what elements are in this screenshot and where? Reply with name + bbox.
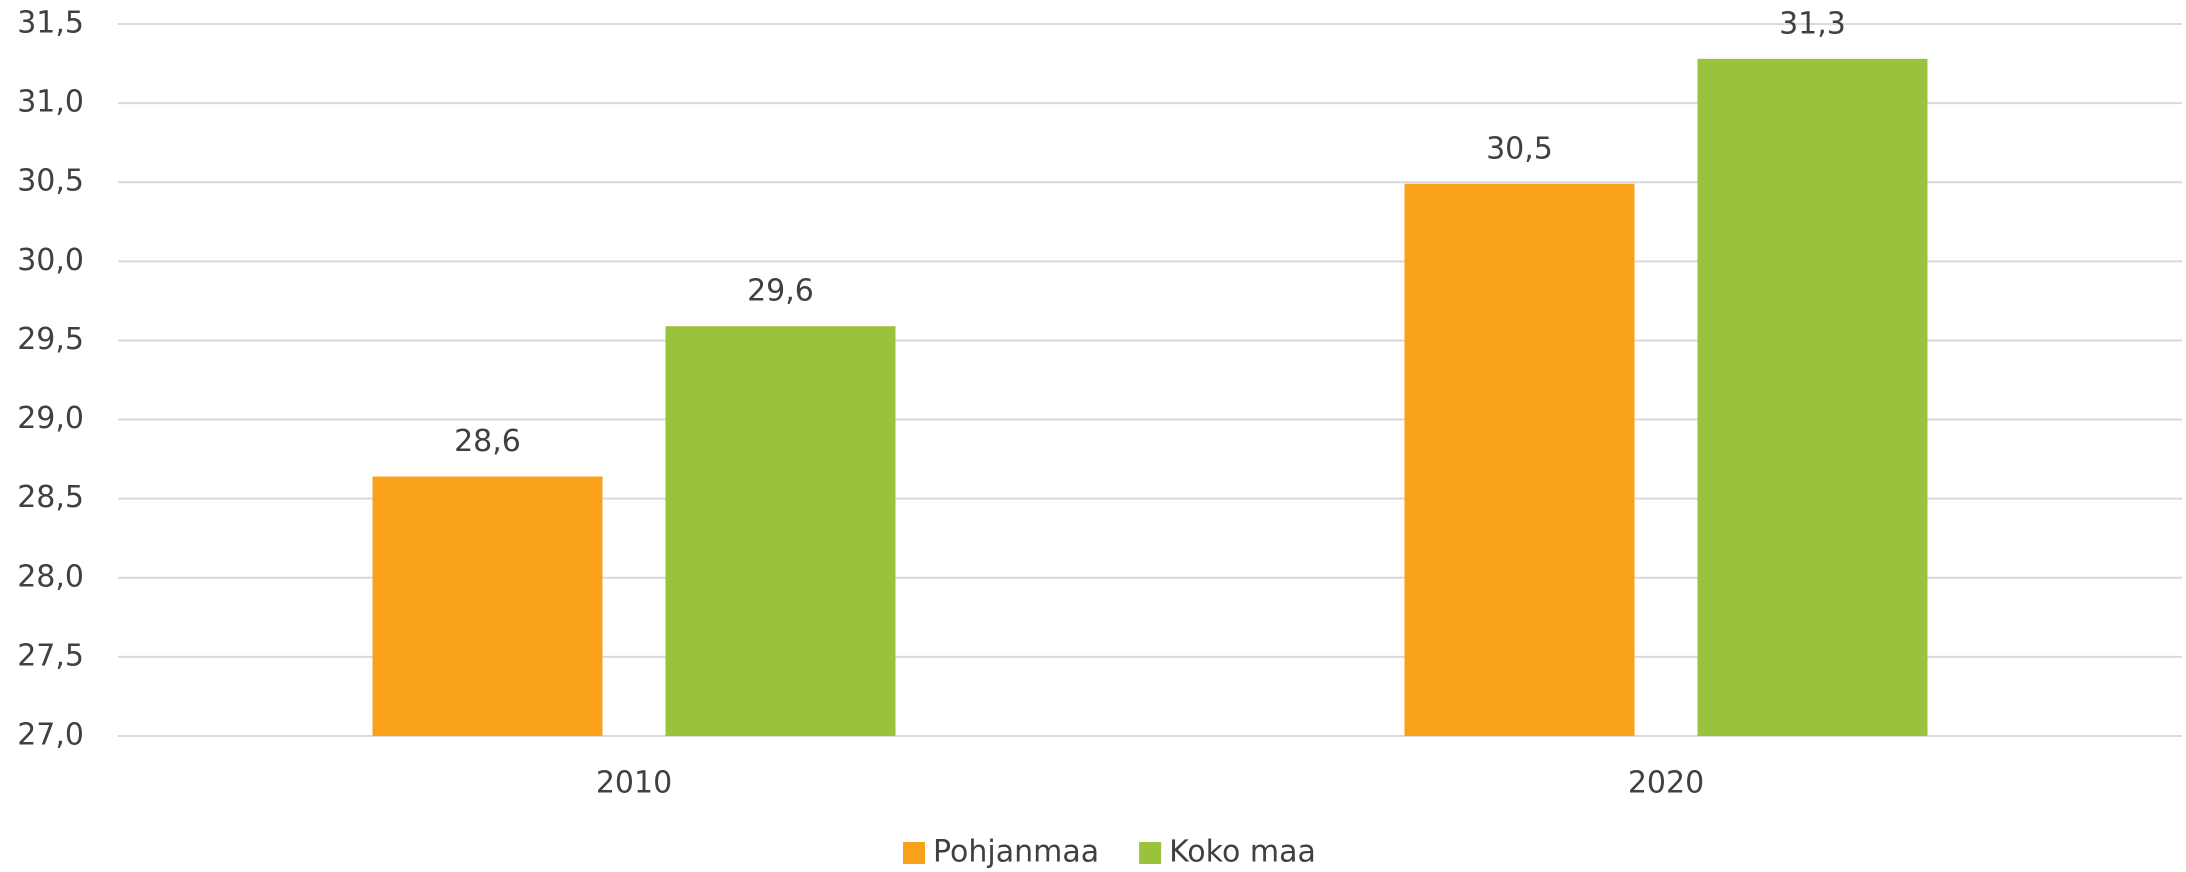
data-label: 29,6 (747, 274, 814, 309)
x-tick-label: 2010 (596, 766, 672, 801)
data-label: 30,5 (1486, 131, 1553, 166)
legend-label: Koko maa (1169, 835, 1316, 870)
x-tick-label: 2020 (1628, 766, 1704, 801)
legend-label: Pohjanmaa (933, 835, 1099, 870)
data-label: 28,6 (454, 424, 521, 459)
data-label: 31,3 (1779, 6, 1846, 41)
y-tick-label: 31,0 (17, 85, 84, 120)
y-tick-label: 27,0 (17, 718, 84, 753)
y-tick-label: 31,5 (17, 6, 84, 41)
y-tick-label: 28,5 (17, 480, 84, 515)
legend-swatch (903, 842, 925, 864)
bar (1404, 183, 1635, 736)
bar (1697, 58, 1928, 736)
y-tick-label: 27,5 (17, 638, 84, 673)
bar (372, 476, 603, 736)
bar (665, 326, 896, 736)
y-tick-label: 28,0 (17, 559, 84, 594)
y-tick-label: 29,0 (17, 401, 84, 436)
legend-swatch (1139, 842, 1162, 864)
y-tick-label: 30,0 (17, 243, 84, 278)
y-tick-label: 30,5 (17, 164, 84, 199)
y-tick-label: 29,5 (17, 322, 84, 357)
